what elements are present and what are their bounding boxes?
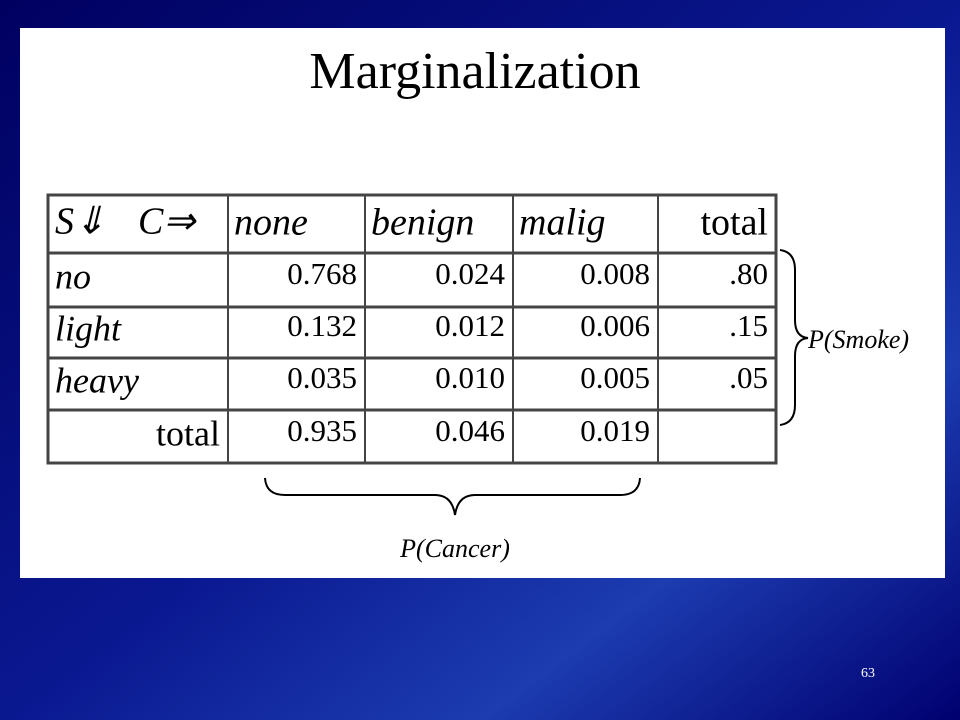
- row-brace: [779, 249, 809, 426]
- column-brace: [264, 477, 641, 516]
- table-cell: 0.035: [287, 360, 357, 395]
- table-cell: 0.024: [435, 256, 505, 291]
- table-cell: .15: [729, 308, 768, 343]
- row-header: heavy: [55, 360, 139, 400]
- table-cell: 0.012: [435, 308, 505, 343]
- table-cell: 0.935: [287, 413, 357, 448]
- row-header: light: [55, 308, 122, 348]
- column-header: none: [234, 202, 308, 244]
- page-number: 63: [861, 666, 875, 681]
- table-cell: 0.005: [580, 360, 650, 395]
- row-header: no: [55, 256, 91, 296]
- column-variable: C⇒: [138, 201, 197, 243]
- column-header: total: [700, 202, 768, 244]
- table-cell: 0.010: [435, 360, 505, 395]
- table-cell: .05: [729, 360, 768, 395]
- table-cell: 0.019: [580, 413, 650, 448]
- table-cell: 0.046: [435, 413, 505, 448]
- content-panel: [20, 28, 945, 578]
- table-cell: 0.768: [287, 256, 357, 291]
- column-header: malig: [519, 202, 606, 244]
- table-cell: 0.132: [287, 308, 357, 343]
- row-variable: S⇓: [55, 201, 106, 243]
- column-header: benign: [371, 202, 474, 244]
- table-cell: 0.008: [580, 256, 650, 291]
- row-header: total: [156, 413, 220, 453]
- table-cell: 0.006: [580, 308, 650, 343]
- table-grid: [46, 193, 778, 465]
- row-margin-label: P(Smoke): [807, 325, 909, 354]
- column-margin-label: P(Cancer): [399, 534, 510, 563]
- table-cell: .80: [729, 256, 768, 291]
- slide-title: Marginalization: [309, 43, 640, 100]
